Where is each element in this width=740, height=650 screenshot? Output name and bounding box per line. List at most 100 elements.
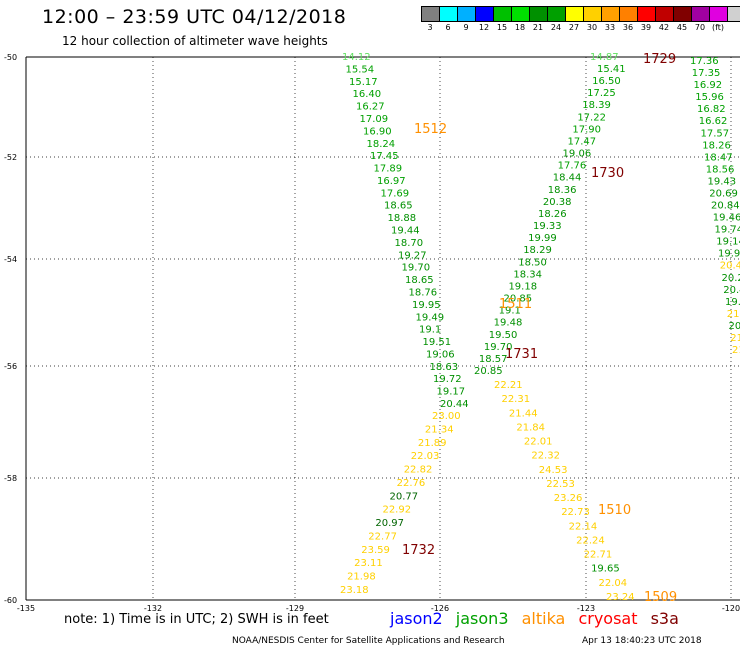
swh-value: 18.65 (384, 201, 413, 212)
swh-value: 22.76 (397, 478, 426, 489)
swh-value: 16.92 (694, 80, 723, 91)
color-scale-label: 39 (640, 23, 652, 32)
swh-value: 23.18 (340, 585, 369, 596)
swh-value: 18.47 (704, 152, 733, 163)
swh-value: 20.4 (723, 285, 740, 296)
color-scale-label: 45 (676, 23, 688, 32)
swh-value: 23.11 (354, 558, 383, 569)
swh-value: 22.77 (368, 531, 397, 542)
satellite-legend: jason2 jason3 altika cryosat s3a (390, 609, 687, 628)
swh-value: 19.06 (426, 349, 455, 360)
swh-value: 20.38 (543, 197, 572, 208)
swh-value: 15.41 (597, 64, 626, 75)
pass-time-label: 1729 (643, 52, 676, 67)
swh-value: 17.36 (690, 56, 719, 67)
swh-value: 19.1 (499, 306, 521, 317)
swh-value: 20.69 (709, 188, 738, 199)
lat-label: -60 (4, 596, 17, 605)
color-swatch (692, 7, 710, 21)
color-scale-label: 36 (622, 23, 634, 32)
swh-value: 22.53 (546, 479, 575, 490)
lon-label: -135 (17, 604, 35, 613)
lat-label: -56 (4, 362, 17, 371)
swh-value: 20.77 (390, 491, 419, 502)
color-swatch (512, 7, 530, 21)
lat-label: -58 (4, 474, 17, 483)
color-swatch (728, 7, 740, 21)
swh-value: 22.21 (494, 380, 523, 391)
color-swatch (656, 7, 674, 21)
legend-s3a: s3a (650, 609, 679, 628)
swh-value: 19.74 (715, 225, 740, 236)
lon-label: -129 (286, 604, 304, 613)
swh-value: 19.18 (508, 281, 537, 292)
swh-value: 21.44 (509, 408, 538, 419)
swh-value: 20.84 (711, 201, 740, 212)
swh-value: 19.43 (708, 176, 737, 187)
color-scale-label: 12 (478, 23, 490, 32)
swh-value: 20.85 (504, 294, 533, 305)
legend-altika: altika (521, 609, 566, 628)
swh-value: 15.17 (349, 77, 378, 88)
map-subtitle: 12 hour collection of altimeter wave hei… (62, 34, 328, 48)
color-swatch (530, 7, 548, 21)
swh-value: 17.57 (701, 128, 730, 139)
swh-value: 16.50 (592, 76, 621, 87)
swh-value: 22.14 (569, 521, 598, 532)
color-scale-label: 42 (658, 23, 670, 32)
color-scale-label: 6 (445, 23, 451, 32)
color-scale-label: 15 (496, 23, 508, 32)
swh-value: 18.70 (395, 238, 424, 249)
swh-value: 19.51 (423, 337, 452, 348)
swh-value: 19.49 (416, 312, 445, 323)
swh-value: 18.57 (479, 354, 508, 365)
color-swatch (674, 7, 692, 21)
legend-jason3: jason3 (455, 609, 509, 628)
swh-value: 14.12 (342, 52, 371, 63)
footer-credit: NOAA/NESDIS Center for Satellite Applica… (232, 636, 505, 646)
swh-value: 19.99 (528, 233, 557, 244)
swh-value: 17.90 (572, 124, 601, 135)
swh-value: 15.54 (346, 64, 375, 75)
swh-value: 18.76 (409, 287, 438, 298)
color-swatch (584, 7, 602, 21)
swh-value: 19.33 (533, 221, 562, 232)
color-swatch (494, 7, 512, 21)
color-scale-label: 24 (550, 23, 562, 32)
swh-value: 14.87 (590, 52, 619, 63)
swh-value: 16.40 (353, 89, 382, 100)
swh-value: 16.62 (699, 116, 728, 127)
swh-value: 19.65 (591, 564, 620, 575)
swh-value: 17.45 (370, 151, 399, 162)
color-scale-label: 9 (463, 23, 469, 32)
swh-value: 19.48 (494, 318, 523, 329)
footer-timestamp: Apr 13 18:40:23 UTC 2018 (582, 636, 702, 646)
lon-label: -132 (144, 604, 162, 613)
swh-value: 18.24 (367, 139, 396, 150)
swh-value: 19.17 (437, 387, 466, 398)
swh-value: 19.27 (398, 250, 427, 261)
swh-value: 19.70 (484, 342, 513, 353)
color-swatch (566, 7, 584, 21)
swh-value: 21. (730, 333, 740, 344)
swh-value: 20.4 (720, 261, 740, 272)
lat-label: -50 (4, 53, 17, 62)
swh-value: 22.71 (584, 550, 613, 561)
swh-value: 17.47 (567, 136, 596, 147)
swh-value: 18.29 (523, 245, 552, 256)
swh-value: 18.50 (518, 257, 547, 268)
color-scale-label: 30 (586, 23, 598, 32)
swh-value: 19. (725, 297, 740, 308)
swh-value: 19.95 (412, 300, 441, 311)
pass-time-label: 1732 (402, 543, 435, 558)
swh-value: 22.03 (411, 451, 440, 462)
color-scale-label: 21 (532, 23, 544, 32)
swh-value: 22.04 (599, 578, 628, 589)
color-scale-label: 18 (514, 23, 526, 32)
swh-value: 16.27 (356, 102, 385, 113)
swh-value: 20. (729, 321, 740, 332)
swh-value: 16.97 (377, 176, 406, 187)
pass-time-label: 1731 (505, 347, 538, 362)
swh-value: 22.32 (531, 451, 560, 462)
